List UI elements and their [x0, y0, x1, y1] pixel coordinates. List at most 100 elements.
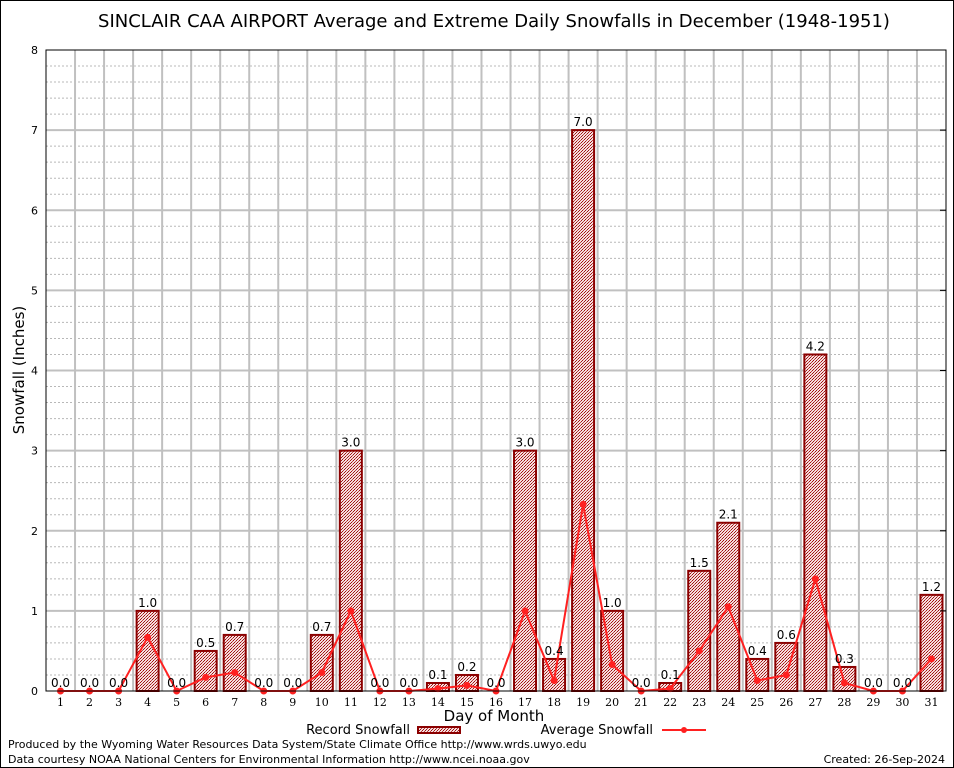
bar-value-label: 0.2	[457, 660, 476, 674]
average-point	[347, 607, 355, 615]
x-tick-label: 12	[373, 696, 387, 709]
bar-value-label: 0.4	[748, 644, 767, 658]
average-point	[144, 633, 152, 641]
bar-value-label: 3.0	[515, 436, 534, 450]
bar-value-label: 0.0	[370, 676, 389, 690]
average-point	[318, 669, 326, 677]
bar-value-label: 0.4	[545, 644, 564, 658]
average-point	[811, 575, 819, 583]
bar-value-label: 4.2	[806, 339, 825, 353]
average-point	[753, 677, 761, 685]
x-tick-label: 25	[750, 696, 764, 709]
record-bar	[222, 633, 247, 692]
bar-value-label: 0.3	[835, 652, 854, 666]
legend-average-label: Average Snowfall	[541, 723, 653, 738]
bar-value-label: 3.0	[341, 436, 360, 450]
y-axis-label: Snowfall (Inches)	[10, 306, 28, 434]
x-axis-label: Day of Month	[444, 707, 545, 725]
x-tick-label: 8	[260, 696, 267, 709]
x-tick-label: 6	[202, 696, 209, 709]
legend-average-marker	[681, 727, 687, 733]
x-tick-label: 14	[431, 696, 445, 709]
bar-value-label: 0.5	[196, 636, 215, 650]
x-tick-label: 1	[57, 696, 64, 709]
y-tick-label: 2	[31, 525, 38, 538]
x-tick-label: 19	[576, 696, 590, 709]
footer-produced: Produced by the Wyoming Water Resources …	[8, 738, 587, 751]
footer-courtesy: Data courtesy NOAA National Centers for …	[8, 753, 530, 766]
bar-value-label: 0.0	[51, 676, 70, 690]
x-tick-label: 10	[315, 696, 329, 709]
average-point	[579, 500, 587, 508]
x-tick-label: 24	[721, 696, 735, 709]
bar-value-label: 0.0	[486, 676, 505, 690]
average-point	[521, 607, 529, 615]
record-bar	[338, 449, 363, 692]
x-tick-label: 27	[808, 696, 822, 709]
x-tick-label: 23	[692, 696, 706, 709]
x-tick-label: 9	[289, 696, 296, 709]
x-tick-label: 4	[144, 696, 151, 709]
x-tick-label: 17	[518, 696, 532, 709]
x-tick-label: 3	[115, 696, 122, 709]
y-tick-label: 6	[31, 204, 38, 217]
bar-value-label: 0.0	[893, 676, 912, 690]
bar-value-label: 0.1	[428, 668, 447, 682]
bar-value-label: 0.0	[399, 676, 418, 690]
y-tick-label: 1	[31, 605, 38, 618]
y-tick-label: 5	[31, 284, 38, 297]
average-point	[231, 669, 239, 677]
average-point	[927, 655, 935, 663]
average-point	[434, 685, 442, 693]
bar-value-label: 0.1	[661, 668, 680, 682]
record-bar	[571, 129, 596, 692]
record-bar	[513, 449, 538, 692]
bar-value-label: 0.7	[225, 620, 244, 634]
x-tick-label: 20	[605, 696, 619, 709]
y-tick-label: 4	[31, 365, 38, 378]
average-point	[695, 647, 703, 655]
record-bar	[687, 569, 712, 692]
x-tick-label: 22	[663, 696, 677, 709]
average-point	[608, 661, 616, 669]
record-bar	[193, 649, 218, 692]
bar-value-label: 0.0	[254, 676, 273, 690]
bar-value-label: 1.0	[603, 596, 622, 610]
footer-created: Created: 26-Sep-2024	[824, 753, 945, 766]
bar-value-label: 0.7	[312, 620, 331, 634]
bar-value-label: 0.0	[283, 676, 302, 690]
bar-value-label: 0.0	[167, 676, 186, 690]
average-point	[724, 603, 732, 611]
record-bar	[832, 665, 857, 693]
x-tick-label: 13	[402, 696, 416, 709]
x-tick-label: 28	[837, 696, 851, 709]
bar-value-label: 0.0	[632, 676, 651, 690]
chart-title: SINCLAIR CAA AIRPORT Average and Extreme…	[98, 11, 890, 32]
record-bar	[919, 593, 944, 692]
bar-value-label: 1.5	[690, 556, 709, 570]
x-tick-label: 18	[547, 696, 561, 709]
bar-value-label: 2.1	[719, 508, 738, 522]
y-tick-label: 0	[31, 685, 38, 698]
x-tick-label: 2	[86, 696, 93, 709]
bar-value-label: 7.0	[574, 115, 593, 129]
y-tick-label: 8	[31, 44, 38, 57]
average-point	[202, 673, 210, 681]
x-tick-label: 26	[779, 696, 793, 709]
x-tick-label: 15	[460, 696, 474, 709]
x-tick-label: 21	[634, 696, 648, 709]
average-point	[666, 685, 674, 693]
average-point	[550, 677, 558, 685]
average-point	[782, 671, 790, 679]
x-tick-label: 11	[344, 696, 358, 709]
y-tick-label: 7	[31, 124, 38, 137]
legend-record-swatch	[417, 726, 461, 734]
average-point	[840, 679, 848, 687]
y-tick-label: 3	[31, 445, 38, 458]
record-bar	[803, 353, 828, 692]
bar-value-label: 0.0	[864, 676, 883, 690]
legend-record-label: Record Snowfall	[306, 723, 410, 738]
x-tick-label: 16	[489, 696, 503, 709]
bar-value-label: 1.2	[922, 580, 941, 594]
